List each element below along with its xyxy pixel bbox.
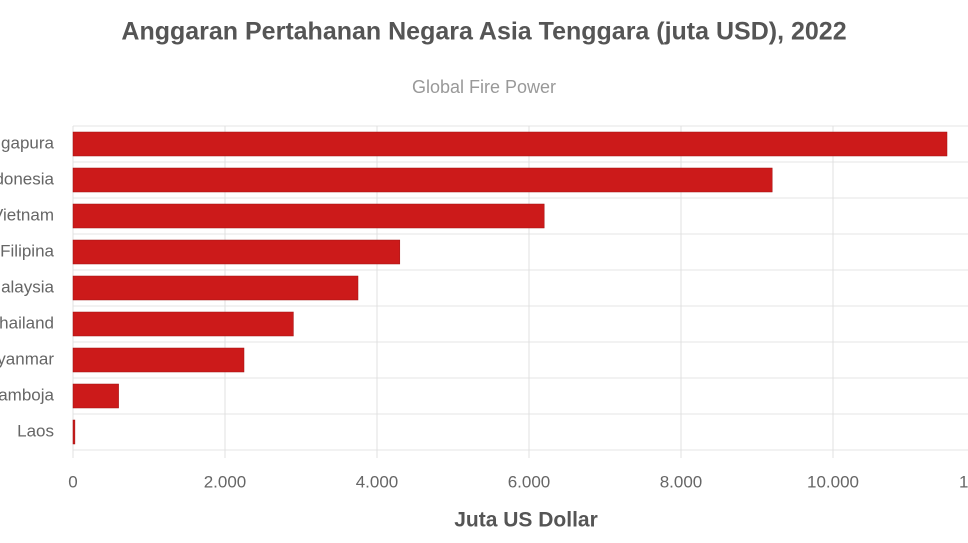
chart-subtitle: Global Fire Power <box>412 77 556 97</box>
x-tick-label: 12.000 <box>959 472 968 491</box>
bar <box>72 203 545 229</box>
bar <box>72 275 359 301</box>
x-tick-label: 4.000 <box>356 472 399 491</box>
y-tick-label: Thailand <box>0 313 54 332</box>
x-tick-label: 0 <box>68 472 77 491</box>
x-tick-label: 6.000 <box>508 472 551 491</box>
y-tick-label: Vietnam <box>0 205 54 224</box>
x-tick-label: 8.000 <box>660 472 703 491</box>
y-tick-label: Indonesia <box>0 169 55 188</box>
y-tick-label: Kamboja <box>0 385 55 404</box>
y-tick-label: Filipina <box>0 241 54 260</box>
x-tick-label: 2.000 <box>204 472 247 491</box>
y-tick-label: Laos <box>17 421 54 440</box>
x-tick-label: 10.000 <box>807 472 859 491</box>
y-tick-label: Singapura <box>0 133 55 152</box>
y-tick-label: Myanmar <box>0 349 54 368</box>
chart-title: Anggaran Pertahanan Negara Asia Tenggara… <box>121 18 846 46</box>
bar <box>72 311 294 337</box>
bar <box>72 347 245 373</box>
bar <box>72 239 401 265</box>
bar <box>72 419 76 445</box>
y-tick-label: Malaysia <box>0 277 55 296</box>
bar <box>72 383 119 409</box>
bar <box>72 167 773 193</box>
x-axis-title: Juta US Dollar <box>454 509 598 532</box>
bar <box>72 131 948 157</box>
